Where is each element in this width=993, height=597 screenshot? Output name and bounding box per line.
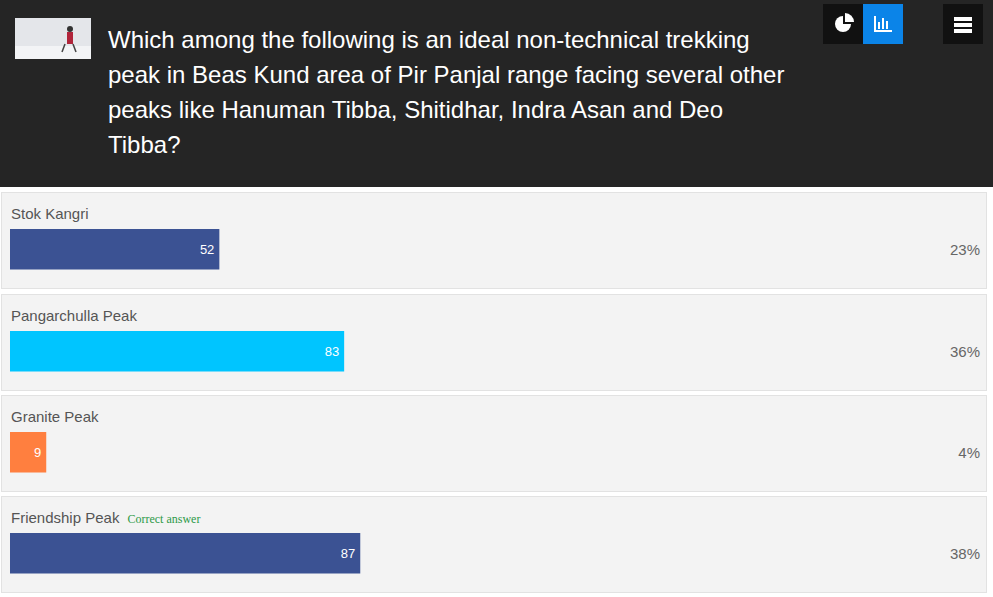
html-text:Friendship Peak: Friendship Peak <box>11 509 120 526</box>
html-text:Stok Kangri: Stok Kangri <box>11 205 89 222</box>
html-text:Pangarchulla Peak: Pangarchulla Peak <box>11 307 137 324</box>
html-text:Granite Peak: Granite Peak <box>11 408 99 425</box>
html-text:38%: 38% <box>950 545 980 562</box>
html-text:4%: 4% <box>958 444 980 461</box>
html-text:23%: 23% <box>950 241 980 258</box>
html-text:Which among the following is a: Which among the following is an ideal no… <box>108 26 785 158</box>
html-text:Correct answer: Correct answer <box>127 512 201 526</box>
svg-text:52: 52 <box>200 242 214 257</box>
svg-text:83: 83 <box>325 344 339 359</box>
html-text:36%: 36% <box>950 343 980 360</box>
svg-text:9: 9 <box>34 445 41 460</box>
svg-text:87: 87 <box>341 546 355 561</box>
